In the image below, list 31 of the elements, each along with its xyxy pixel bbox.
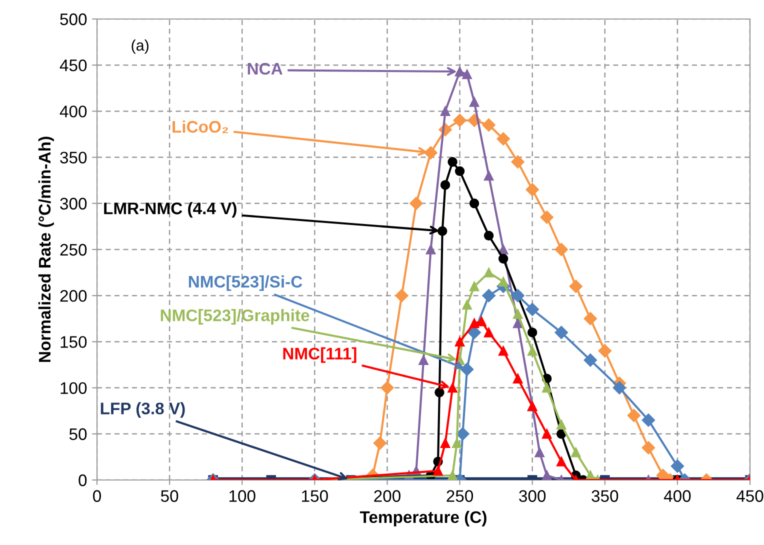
y-tick-label: 150 (60, 336, 87, 348)
text: LiCoO₂ (172, 120, 228, 134)
annotation: (a) (132, 40, 148, 54)
y-tick-label: 250 (60, 244, 87, 256)
x-tick-label: 150 (302, 490, 328, 502)
text: NCA (248, 62, 282, 75)
x-tick-label: 250 (446, 490, 474, 502)
x-tick-label: 0 (93, 490, 101, 502)
x-tick-label: 300 (519, 490, 546, 502)
y-tick-label: 400 (60, 106, 87, 118)
text: NMC[111] (283, 347, 356, 363)
y-axis-title: Normalized Rate (°C/min-Ah) (38, 136, 54, 362)
y-tick-label: 300 (60, 198, 87, 210)
text: LFP (3.8 V) (100, 402, 185, 418)
x-tick-label: 50 (160, 490, 178, 502)
y-tick-label: 50 (69, 428, 87, 440)
y-tick-label: 0 (78, 474, 87, 486)
x-tick-label: 350 (592, 490, 618, 502)
y-tick-label: 450 (60, 60, 87, 72)
text: NMC[523]/Graphite (160, 309, 310, 325)
y-tick-label: 500 (60, 13, 87, 26)
x-axis-title: Temperature (C) (360, 510, 486, 526)
text: NMC[523]/Si-C (188, 275, 302, 291)
x-tick-label: 200 (374, 490, 400, 502)
x-tick-label: 400 (664, 490, 691, 502)
x-tick-label: 450 (736, 490, 764, 502)
y-tick-label: 350 (60, 152, 87, 164)
text: LMR-NMC (4.4 V) (104, 202, 236, 218)
x-tick-label: 100 (229, 490, 256, 502)
y-tick-label: 200 (60, 290, 87, 302)
y-tick-label: 100 (60, 382, 87, 394)
